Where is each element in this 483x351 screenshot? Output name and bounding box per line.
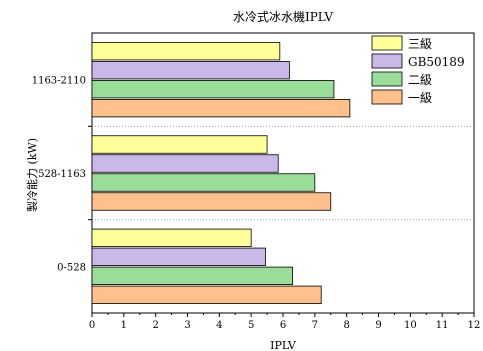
bar bbox=[91, 61, 290, 80]
x-tick-label: 8 bbox=[343, 320, 349, 331]
bar bbox=[91, 80, 335, 99]
y-category-label: 528-1163 bbox=[38, 169, 86, 180]
x-tick-label: 1 bbox=[121, 320, 127, 331]
x-tick-label: 9 bbox=[375, 320, 381, 331]
bar bbox=[91, 285, 322, 304]
x-tick-label: 12 bbox=[468, 320, 481, 331]
legend-swatch bbox=[371, 53, 403, 69]
chart-title: 水冷式冰水機IPLV bbox=[233, 9, 333, 24]
legend-swatch bbox=[371, 71, 403, 87]
x-tick-label: 2 bbox=[152, 320, 158, 331]
x-tick-label: 5 bbox=[248, 320, 254, 331]
x-tick-label: 3 bbox=[184, 320, 190, 331]
x-tick-label: 11 bbox=[436, 320, 449, 331]
y-category-label: 1163-2110 bbox=[32, 76, 86, 87]
bar bbox=[91, 42, 281, 61]
x-tick-label: 0 bbox=[89, 320, 95, 331]
bar bbox=[91, 173, 316, 192]
bar bbox=[91, 247, 266, 266]
bar bbox=[91, 99, 351, 118]
x-tick-label: 4 bbox=[216, 320, 222, 331]
bar bbox=[91, 266, 293, 285]
x-axis-label: IPLV bbox=[270, 339, 297, 351]
x-tick-label: 7 bbox=[312, 320, 318, 331]
bar bbox=[91, 154, 279, 173]
y-category-label: 0-528 bbox=[57, 262, 86, 273]
bar bbox=[91, 192, 332, 211]
legend-label: 一級 bbox=[408, 91, 432, 105]
bar bbox=[91, 228, 252, 247]
y-axis-label: 製冷能力 (kW) bbox=[25, 138, 39, 212]
legend-swatch bbox=[371, 35, 403, 51]
legend-swatch bbox=[371, 89, 403, 105]
legend-label: 二級 bbox=[408, 73, 432, 87]
bar bbox=[91, 135, 268, 154]
x-tick-label: 10 bbox=[404, 320, 417, 331]
legend-label: GB50189 bbox=[408, 55, 465, 69]
x-tick-label: 6 bbox=[280, 320, 286, 331]
legend-label: 三級 bbox=[408, 37, 432, 51]
